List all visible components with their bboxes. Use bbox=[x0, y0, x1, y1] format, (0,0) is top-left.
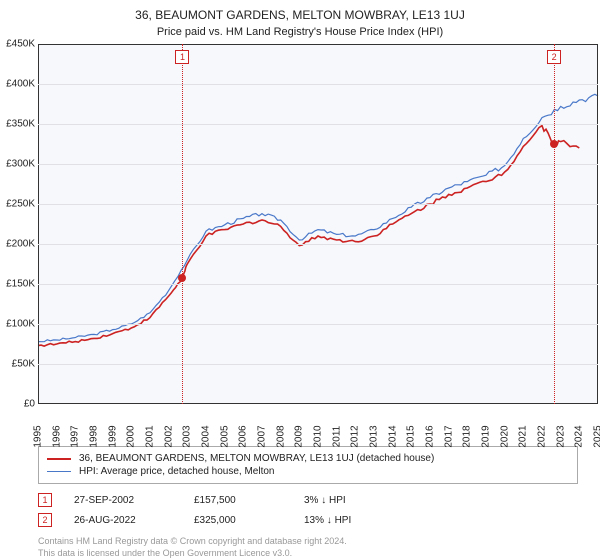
sale-marker-dot-1 bbox=[178, 274, 186, 282]
chart-subtitle: Price paid vs. HM Land Registry's House … bbox=[0, 22, 600, 44]
x-axis-tick-label: 2018 bbox=[462, 422, 473, 452]
gridline-y bbox=[38, 324, 598, 325]
y-axis-tick-label: £200K bbox=[0, 239, 35, 250]
y-axis-tick-label: £400K bbox=[0, 79, 35, 90]
legend-item-property: 36, BEAUMONT GARDENS, MELTON MOWBRAY, LE… bbox=[47, 452, 569, 465]
x-axis-tick-label: 1997 bbox=[70, 422, 81, 452]
y-axis-tick-label: £300K bbox=[0, 159, 35, 170]
x-axis-tick-label: 2016 bbox=[425, 422, 436, 452]
x-axis-tick-label: 1996 bbox=[51, 422, 62, 452]
gridline-y bbox=[38, 244, 598, 245]
legend-label: 36, BEAUMONT GARDENS, MELTON MOWBRAY, LE… bbox=[79, 453, 434, 464]
y-axis-tick-label: £0 bbox=[0, 399, 35, 410]
x-axis-tick-label: 2000 bbox=[126, 422, 137, 452]
sale-row-diff: 13% ↓ HPI bbox=[304, 515, 404, 526]
sale-row-1: 1 27-SEP-2002£157,5003% ↓ HPI bbox=[38, 490, 578, 510]
x-axis-tick-label: 2002 bbox=[163, 422, 174, 452]
x-axis-tick-label: 2003 bbox=[182, 422, 193, 452]
x-axis-tick-label: 2005 bbox=[219, 422, 230, 452]
x-axis-tick-label: 2019 bbox=[481, 422, 492, 452]
x-axis-tick-label: 2001 bbox=[145, 422, 156, 452]
series-line-property bbox=[38, 126, 579, 347]
sale-row-price: £325,000 bbox=[194, 515, 304, 526]
x-axis-tick-label: 1999 bbox=[107, 422, 118, 452]
x-axis-tick-label: 2011 bbox=[331, 422, 342, 452]
x-axis-tick-label: 2024 bbox=[574, 422, 585, 452]
x-axis-tick-label: 2008 bbox=[275, 422, 286, 452]
sale-row-box: 2 bbox=[38, 513, 52, 527]
gridline-y bbox=[38, 164, 598, 165]
sale-row-date: 27-SEP-2002 bbox=[74, 495, 194, 506]
x-axis-tick-label: 2012 bbox=[350, 422, 361, 452]
x-axis-tick-label: 2015 bbox=[406, 422, 417, 452]
legend-item-hpi: HPI: Average price, detached house, Melt… bbox=[47, 465, 569, 478]
gridline-y bbox=[38, 84, 598, 85]
x-axis-tick-label: 2004 bbox=[201, 422, 212, 452]
series-line-hpi bbox=[38, 94, 598, 341]
y-axis-tick-label: £250K bbox=[0, 199, 35, 210]
sale-row-date: 26-AUG-2022 bbox=[74, 515, 194, 526]
x-axis-tick-label: 2017 bbox=[443, 422, 454, 452]
y-axis-tick-label: £100K bbox=[0, 319, 35, 330]
legend: 36, BEAUMONT GARDENS, MELTON MOWBRAY, LE… bbox=[38, 446, 578, 484]
sale-row-2: 2 26-AUG-2022£325,00013% ↓ HPI bbox=[38, 510, 578, 530]
chart-svg bbox=[38, 44, 598, 404]
gridline-y bbox=[38, 364, 598, 365]
x-axis-tick-label: 2023 bbox=[555, 422, 566, 452]
x-axis-tick-label: 2009 bbox=[294, 422, 305, 452]
chart-area: £0£50K£100K£150K£200K£250K£300K£350K£400… bbox=[38, 44, 598, 404]
x-axis-tick-label: 2007 bbox=[257, 422, 268, 452]
legend-label: HPI: Average price, detached house, Melt… bbox=[79, 466, 275, 477]
legend-swatch bbox=[47, 458, 71, 460]
x-axis-tick-label: 2006 bbox=[238, 422, 249, 452]
sale-row-box: 1 bbox=[38, 493, 52, 507]
x-axis-tick-label: 2021 bbox=[518, 422, 529, 452]
gridline-y bbox=[38, 204, 598, 205]
sale-row-price: £157,500 bbox=[194, 495, 304, 506]
sale-marker-callout-1: 1 bbox=[175, 50, 189, 64]
sale-marker-dot-2 bbox=[550, 140, 558, 148]
x-axis-tick-label: 2013 bbox=[369, 422, 380, 452]
footer-line2: This data is licensed under the Open Gov… bbox=[38, 548, 600, 560]
x-axis-tick-label: 1998 bbox=[89, 422, 100, 452]
footer-line1: Contains HM Land Registry data © Crown c… bbox=[38, 536, 600, 548]
sales-table: 1 27-SEP-2002£157,5003% ↓ HPI 2 26-AUG-2022… bbox=[38, 490, 578, 530]
x-axis-tick-label: 2025 bbox=[593, 422, 600, 452]
sale-marker-callout-2: 2 bbox=[547, 50, 561, 64]
footer-attribution: Contains HM Land Registry data © Crown c… bbox=[38, 536, 600, 559]
x-axis-tick-label: 1995 bbox=[33, 422, 44, 452]
chart-title: 36, BEAUMONT GARDENS, MELTON MOWBRAY, LE… bbox=[0, 0, 600, 22]
sale-marker-line-2 bbox=[554, 44, 555, 404]
x-axis-tick-label: 2010 bbox=[313, 422, 324, 452]
sale-row-diff: 3% ↓ HPI bbox=[304, 495, 404, 506]
legend-swatch bbox=[47, 471, 71, 473]
sale-marker-line-1 bbox=[182, 44, 183, 404]
y-axis-tick-label: £350K bbox=[0, 119, 35, 130]
gridline-y bbox=[38, 124, 598, 125]
gridline-y bbox=[38, 284, 598, 285]
y-axis-tick-label: £50K bbox=[0, 359, 35, 370]
y-axis-tick-label: £150K bbox=[0, 279, 35, 290]
x-axis-tick-label: 2020 bbox=[499, 422, 510, 452]
y-axis-tick-label: £450K bbox=[0, 39, 35, 50]
x-axis-tick-label: 2014 bbox=[387, 422, 398, 452]
x-axis-tick-label: 2022 bbox=[537, 422, 548, 452]
